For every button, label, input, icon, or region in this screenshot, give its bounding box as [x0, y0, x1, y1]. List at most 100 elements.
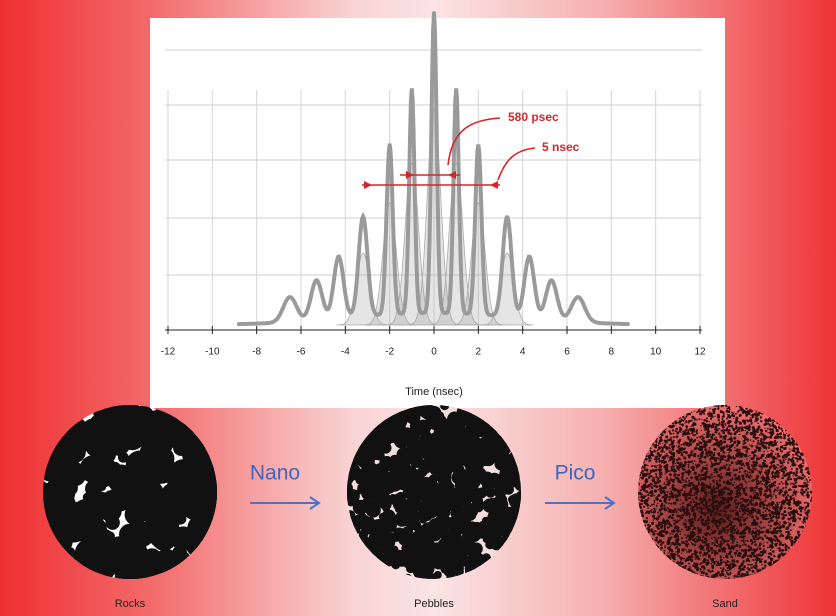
grain	[810, 517, 812, 519]
grain	[758, 539, 759, 540]
grain	[737, 502, 740, 505]
grain	[698, 536, 701, 539]
grain	[794, 544, 796, 546]
grain	[754, 449, 757, 452]
grain	[720, 514, 722, 516]
grain	[807, 523, 808, 524]
grain	[723, 487, 726, 490]
grain	[761, 483, 763, 485]
grain	[778, 426, 779, 427]
grain	[805, 492, 806, 493]
grain	[685, 549, 687, 551]
grain	[724, 580, 726, 582]
grain	[649, 473, 651, 475]
grain	[747, 559, 748, 560]
grain	[717, 581, 718, 582]
grain	[724, 561, 725, 562]
grain	[636, 491, 638, 493]
grain	[777, 504, 779, 506]
grain	[737, 573, 740, 576]
grain	[726, 553, 728, 555]
grain	[708, 416, 710, 418]
grain	[671, 480, 672, 481]
grain	[708, 509, 710, 511]
grain	[649, 538, 651, 540]
grain	[714, 472, 715, 473]
grain	[644, 454, 647, 457]
grain	[741, 562, 744, 565]
grain	[765, 500, 767, 502]
grain	[717, 416, 720, 419]
grain	[653, 485, 656, 488]
grain	[741, 460, 743, 462]
grain	[746, 452, 748, 454]
grain	[724, 456, 726, 458]
grain	[732, 510, 735, 513]
grain	[742, 509, 745, 512]
grain	[764, 568, 765, 569]
grain	[751, 464, 753, 466]
grain	[715, 558, 716, 559]
grain	[740, 576, 743, 579]
grain	[645, 512, 647, 514]
grain	[788, 440, 790, 442]
grain	[676, 445, 677, 446]
grain	[756, 559, 758, 561]
grain	[668, 516, 671, 519]
grain	[779, 507, 782, 510]
grain	[765, 560, 767, 562]
grain	[664, 520, 667, 523]
grain	[722, 499, 724, 501]
grain	[705, 561, 707, 563]
grain	[745, 544, 747, 546]
grain	[753, 503, 755, 505]
grain	[663, 431, 666, 434]
grain	[685, 416, 687, 418]
x-tick-label: 10	[650, 347, 662, 358]
grain	[720, 561, 723, 564]
grain	[97, 557, 117, 577]
grain	[698, 539, 700, 541]
grain	[685, 412, 688, 415]
grain	[671, 453, 673, 455]
grain	[717, 406, 719, 408]
grain	[714, 488, 716, 490]
grain	[726, 429, 728, 431]
grain	[784, 491, 787, 494]
grain	[813, 497, 814, 498]
grain	[777, 471, 780, 474]
grain	[741, 577, 744, 580]
grain	[664, 455, 667, 458]
grain	[776, 545, 777, 546]
grain	[792, 454, 794, 456]
grain	[667, 558, 668, 559]
grain	[731, 425, 734, 428]
grain	[762, 464, 764, 466]
grain	[802, 534, 804, 536]
grain	[650, 447, 652, 449]
grain	[680, 504, 681, 505]
grain	[774, 437, 776, 439]
grain	[695, 538, 697, 540]
grain	[735, 438, 736, 439]
grain	[790, 466, 791, 467]
grain	[733, 518, 735, 520]
grain	[804, 502, 806, 504]
grain	[743, 574, 746, 577]
grain	[683, 522, 684, 523]
grain	[702, 546, 704, 548]
grain	[725, 575, 727, 577]
grain	[643, 506, 645, 508]
grain	[712, 457, 713, 458]
grain	[739, 415, 741, 417]
grain	[753, 566, 755, 568]
grain	[721, 477, 723, 479]
grain	[758, 570, 760, 572]
grain	[692, 463, 694, 465]
grain	[664, 482, 665, 483]
grain	[719, 458, 722, 461]
grain	[353, 474, 360, 481]
grain	[755, 491, 757, 493]
grain	[681, 488, 683, 490]
grain	[776, 422, 779, 425]
